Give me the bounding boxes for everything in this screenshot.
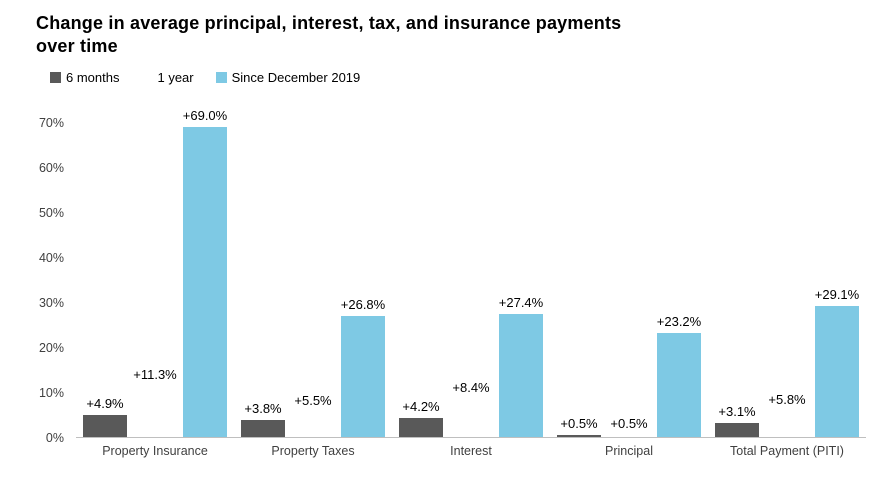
bar-group: +0.5% +0.5% +23.2% Principal [550,123,708,458]
bar [399,418,443,437]
y-tick-label: 40% [38,251,64,265]
legend-label: 6 months [66,70,120,85]
bar-data-label: +3.8% [244,400,282,416]
bar-slot: +3.1% [712,123,762,437]
bar-slot: +4.2% [396,123,446,437]
y-tick-label: 50% [38,206,64,220]
chart-legend: 6 months 1 year Since December 2019 [50,70,360,85]
legend-item-2: Since December 2019 [215,70,361,85]
bar-data-label: +5.8% [768,391,806,407]
bar [183,126,227,437]
bar-data-label: +11.3% [133,367,177,383]
bar [765,410,809,437]
bar-group: +4.9% +11.3% +69.0% Property Insurance [76,108,234,458]
x-axis-category-label: Property Taxes [271,444,355,458]
bar-data-label: +23.2% [656,313,702,329]
bar-data-label: +4.2% [402,399,440,415]
bar [815,306,859,437]
bar-group: +4.2% +8.4% +27.4% Interest [392,123,550,458]
chart-title: Change in average principal, interest, t… [36,13,622,57]
bar-slot: +11.3% [130,123,180,437]
bar-slot: +0.5% [554,123,604,437]
bar [557,434,601,437]
bar-slot: +69.0% [180,108,230,437]
legend-item-1: 1 year [141,70,194,85]
bar [133,386,177,437]
bar-slot: +5.8% [762,123,812,437]
y-tick-label: 20% [38,341,64,355]
y-axis: 0% 10% 20% 30% 40% 50% 60% 70% [0,116,64,445]
x-axis-category-label: Property Insurance [102,444,208,458]
x-axis-category-label: Interest [450,444,492,458]
bar-chart: 0% 10% 20% 30% 40% 50% 60% 70% +4.9% +11.3% +69.0… [0,108,883,478]
bar-slot: +4.9% [80,123,130,437]
bar-data-label: +4.9% [86,395,124,411]
bar [83,414,127,437]
bar [241,419,285,437]
x-axis-category-label: Total Payment (PITI) [730,444,844,458]
bar [607,434,651,437]
bar [499,313,543,437]
bar-slot: +0.5% [604,123,654,437]
bar [291,412,335,437]
bar-data-label: +5.5% [294,393,332,409]
bar-data-label: +0.5% [610,415,648,431]
bar [449,399,493,437]
x-axis-category-label: Principal [605,444,653,458]
bar-slot: +23.2% [654,123,704,437]
bar-data-label: +3.1% [718,404,756,420]
legend-item-0: 6 months [50,70,119,85]
bar [657,332,701,437]
bar-group: +3.1% +5.8% +29.1% Total Payment (PITI) [708,123,866,458]
bar-slot: +5.5% [288,123,338,437]
bar-data-label: +0.5% [560,415,598,431]
bar-slot: +8.4% [446,123,496,437]
bar [715,423,759,437]
bar-group: +3.8% +5.5% +26.8% Property Taxes [234,123,392,458]
bar-slot: +26.8% [338,123,388,437]
bar-data-label: +8.4% [452,380,490,396]
legend-swatch-icon [215,72,227,83]
bar-slot: +27.4% [496,123,546,437]
y-tick-label: 0% [45,431,64,445]
y-tick-label: 10% [38,386,64,400]
bar [341,316,385,437]
bar-data-label: +27.4% [498,294,544,310]
bar-data-label: +69.0% [182,107,228,123]
legend-swatch-icon [50,72,61,83]
legend-label: 1 year [157,70,194,85]
y-tick-label: 70% [38,116,64,130]
legend-label: Since December 2019 [231,70,361,85]
bar-slot: +3.8% [238,123,288,437]
y-tick-label: 30% [38,296,64,310]
bar-data-label: +29.1% [814,287,860,303]
y-tick-label: 60% [38,161,64,175]
legend-swatch-icon [141,72,153,83]
plot-area: +4.9% +11.3% +69.0% Property Insurance +3.8%… [76,108,866,458]
bar-data-label: +26.8% [340,297,386,313]
bar-slot: +29.1% [812,123,862,437]
